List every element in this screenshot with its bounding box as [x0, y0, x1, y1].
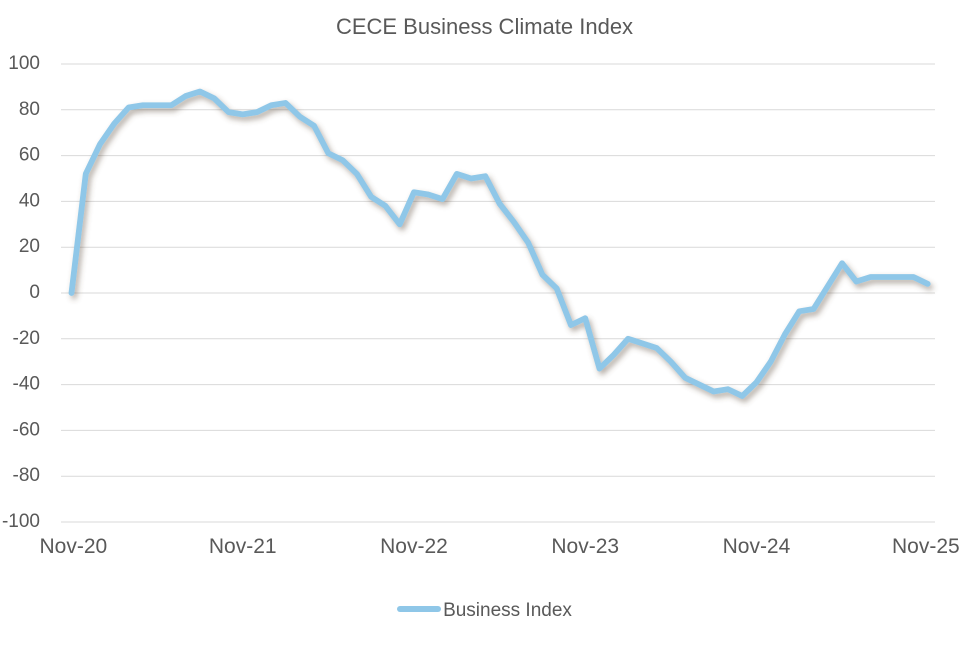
svg-text:-40: -40 [13, 374, 40, 395]
svg-text:Nov-24: Nov-24 [723, 535, 791, 558]
svg-text:-80: -80 [13, 465, 40, 486]
svg-text:Nov-25: Nov-25 [892, 535, 960, 558]
svg-text:0: 0 [29, 282, 40, 303]
svg-text:Nov-20: Nov-20 [40, 535, 108, 558]
svg-text:100: 100 [8, 53, 40, 74]
svg-text:60: 60 [19, 145, 40, 166]
svg-text:-20: -20 [13, 328, 40, 349]
svg-text:-100: -100 [2, 511, 40, 532]
svg-text:20: 20 [19, 236, 40, 257]
svg-text:40: 40 [19, 190, 40, 211]
svg-text:Nov-21: Nov-21 [209, 535, 277, 558]
svg-text:Nov-23: Nov-23 [551, 535, 619, 558]
svg-text:Nov-22: Nov-22 [380, 535, 448, 558]
svg-text:80: 80 [19, 99, 40, 120]
svg-text:-60: -60 [13, 419, 40, 440]
